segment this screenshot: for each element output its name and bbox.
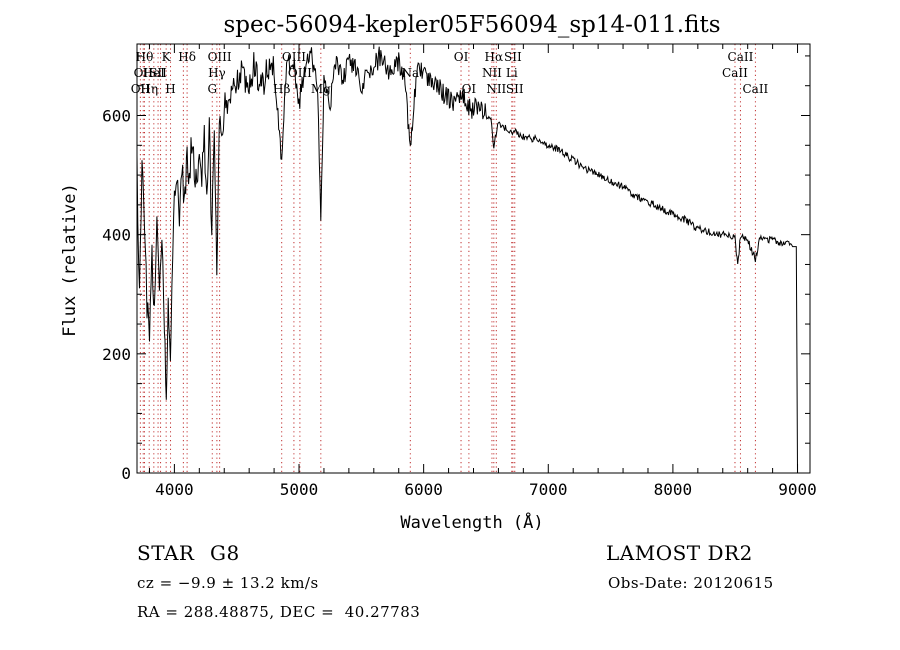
spectral-line-labels: OIIOIIHθHηHeISIIKHHδGHγOIIIHβOIIIOIIIMgN…	[131, 50, 769, 96]
spectral-line-label: SII	[149, 66, 167, 80]
x-tick-label: 6000	[404, 480, 443, 499]
spectral-line-label: Li	[506, 66, 518, 80]
spectral-line-label: OIII	[282, 50, 306, 64]
spectral-line-label: CaII	[742, 82, 768, 96]
spectral-line-label: K	[162, 50, 172, 64]
redshift-cz: cz = −9.9 ± 13.2 km/s	[137, 574, 319, 592]
object-type: STAR	[137, 541, 195, 565]
chart-title: spec-56094-kepler05F56094_sp14-011.fits	[223, 12, 720, 38]
spectral-line-label: Hα	[485, 50, 504, 64]
y-tick-label: 400	[102, 226, 131, 245]
spectral-line-label: HeI	[143, 66, 166, 80]
spectral-line-label: OI	[454, 50, 469, 64]
spectral-line-label: OI	[462, 82, 477, 96]
y-tick-label: 0	[121, 464, 131, 483]
spectral-line-label: CaII	[728, 50, 754, 64]
observation-date: Obs-Date: 20120615	[608, 574, 774, 592]
spectral-line-label: NII	[486, 82, 506, 96]
spectral-line-label: SII	[504, 50, 522, 64]
survey-name: LAMOST DR2	[606, 541, 753, 565]
spectrum-line	[136, 46, 798, 474]
spectral-line-label: Hδ	[178, 50, 196, 64]
x-tick-label: 8000	[654, 480, 693, 499]
spectral-line-label: G	[207, 82, 217, 96]
spectral-line-markers	[139, 44, 756, 473]
spectral-line-label: Hβ	[273, 82, 290, 96]
coordinates: RA = 288.48875, DEC = 40.27783	[137, 603, 421, 621]
spectral-line-label: Hγ	[208, 66, 226, 80]
spectral-subclass: G8	[210, 541, 240, 565]
y-tick-label: 600	[102, 107, 131, 126]
spectral-line-label: OIII	[208, 50, 232, 64]
x-tick-label: 5000	[280, 480, 319, 499]
y-axis-label: Flux (relative)	[60, 183, 80, 337]
x-tick-label: 4000	[155, 480, 194, 499]
spectral-line-label: Na	[401, 66, 419, 80]
spectral-line-label: NII	[482, 66, 502, 80]
x-axis-label: Wavelength (Å)	[400, 511, 543, 533]
spectral-line-label: H	[165, 82, 175, 96]
spectral-line-label: OII	[131, 82, 151, 96]
x-tick-label: 9000	[778, 480, 817, 499]
x-axis-ticks: 4000 5000 6000 7000 8000 9000	[148, 44, 817, 499]
spectral-line-label: SII	[506, 82, 524, 96]
spectral-line-label: OIII	[288, 66, 312, 80]
spectral-line-label: Hθ	[136, 50, 154, 64]
x-tick-label: 7000	[529, 480, 568, 499]
spectral-line-label: CaII	[722, 66, 748, 80]
y-tick-label: 200	[102, 345, 131, 364]
spectral-line-label: OII	[134, 66, 154, 80]
y-axis-ticks: 0 200 400 600	[102, 55, 810, 483]
spectral-line-label: Hη	[140, 82, 158, 96]
